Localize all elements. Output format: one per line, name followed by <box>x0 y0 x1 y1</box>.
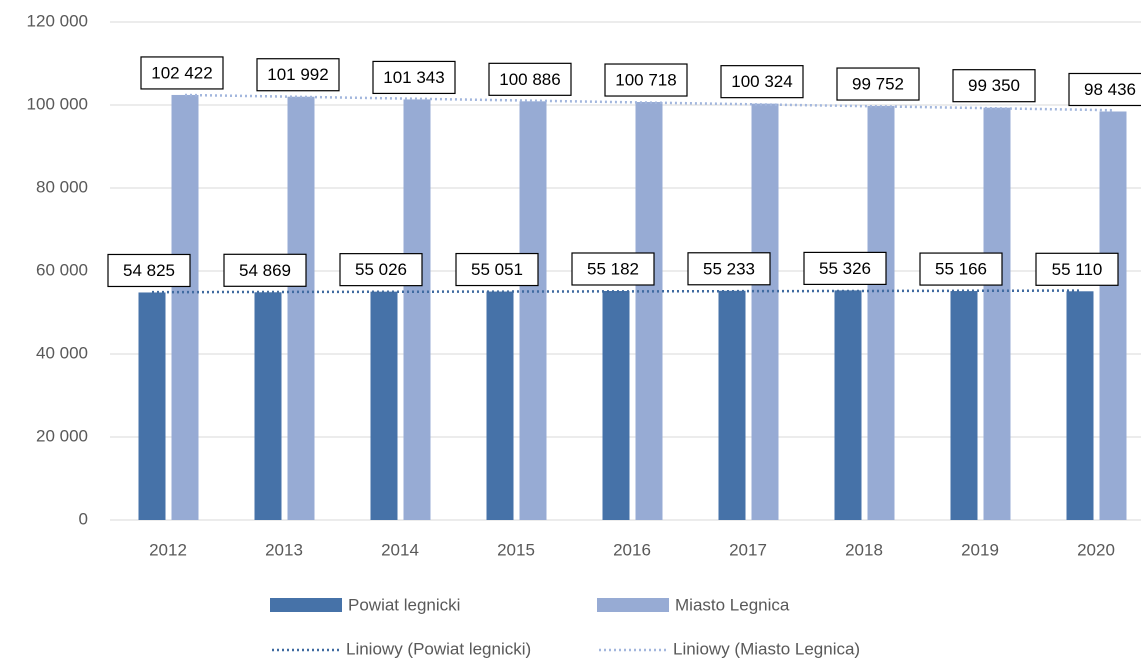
value-label: 101 343 <box>383 68 444 87</box>
value-label: 100 886 <box>499 70 560 89</box>
x-tick-label: 2020 <box>1077 540 1115 559</box>
value-label: 55 026 <box>355 260 407 279</box>
value-label-box <box>339 253 423 287</box>
value-label-box <box>1035 252 1119 286</box>
x-tick-label: 2017 <box>729 540 767 559</box>
value-label-box <box>952 69 1036 103</box>
value-label: 100 718 <box>615 71 676 90</box>
bar <box>171 94 199 520</box>
value-label-box <box>140 56 224 90</box>
bar <box>867 106 895 520</box>
value-label: 101 992 <box>267 65 328 84</box>
value-label-box <box>836 67 920 101</box>
y-tick-label: 120 000 <box>27 11 88 30</box>
x-tick-label: 2014 <box>381 540 419 559</box>
value-label-box <box>604 63 688 97</box>
value-label: 54 825 <box>123 261 175 280</box>
legend-swatch <box>597 598 669 612</box>
legend-swatch <box>270 598 342 612</box>
value-label: 55 233 <box>703 259 755 278</box>
value-label: 99 752 <box>852 75 904 94</box>
value-label: 55 166 <box>935 260 987 279</box>
x-tick-label: 2016 <box>613 540 651 559</box>
value-label: 98 436 <box>1084 80 1136 99</box>
x-tick-label: 2013 <box>265 540 303 559</box>
legend-label: Liniowy (Miasto Legnica) <box>673 639 860 658</box>
x-tick-label: 2019 <box>961 540 999 559</box>
y-tick-label: 0 <box>79 509 88 528</box>
value-label: 55 110 <box>1052 260 1103 279</box>
value-label: 55 051 <box>471 260 523 279</box>
value-label-box <box>455 252 539 287</box>
bar <box>403 99 431 521</box>
value-label-box <box>256 58 340 92</box>
bar <box>950 291 978 520</box>
bar <box>254 292 282 520</box>
value-label: 99 350 <box>968 76 1020 95</box>
value-label-box <box>687 252 771 286</box>
x-tick-label: 2012 <box>149 540 187 559</box>
bar <box>138 292 166 520</box>
value-label-box <box>488 62 572 96</box>
value-label: 55 326 <box>819 259 871 278</box>
bar <box>287 96 315 520</box>
value-label-box <box>1068 72 1141 107</box>
value-label: 102 422 <box>151 63 212 82</box>
y-tick-label: 60 000 <box>36 260 88 279</box>
value-label-box <box>720 65 804 99</box>
y-tick-label: 40 000 <box>36 343 88 362</box>
value-label: 55 182 <box>587 259 639 278</box>
bar <box>834 290 862 520</box>
value-label-box <box>107 253 191 288</box>
legend-label: Liniowy (Powiat legnicki) <box>346 639 531 658</box>
bar <box>635 102 663 521</box>
bar <box>718 290 746 520</box>
legend-label: Powiat legnicki <box>348 595 460 614</box>
bar <box>983 107 1011 520</box>
value-label-box <box>803 251 887 285</box>
x-tick-label: 2015 <box>497 540 535 559</box>
y-tick-label: 20 000 <box>36 426 88 445</box>
value-label-box <box>571 252 655 286</box>
x-tick-label: 2018 <box>845 540 883 559</box>
value-label-box <box>919 252 1003 286</box>
bar <box>519 101 547 521</box>
value-label-box <box>223 253 307 287</box>
legend-label: Miasto Legnica <box>675 595 790 614</box>
bar <box>1066 291 1094 520</box>
bar <box>486 291 514 520</box>
value-label: 54 869 <box>239 261 291 280</box>
bar <box>1099 111 1127 520</box>
bar <box>602 290 630 520</box>
bar <box>370 291 398 520</box>
y-tick-label: 100 000 <box>27 94 88 113</box>
value-label-box <box>372 60 456 95</box>
y-tick-label: 80 000 <box>36 177 88 196</box>
value-label: 100 324 <box>731 72 792 91</box>
bar <box>751 103 779 521</box>
